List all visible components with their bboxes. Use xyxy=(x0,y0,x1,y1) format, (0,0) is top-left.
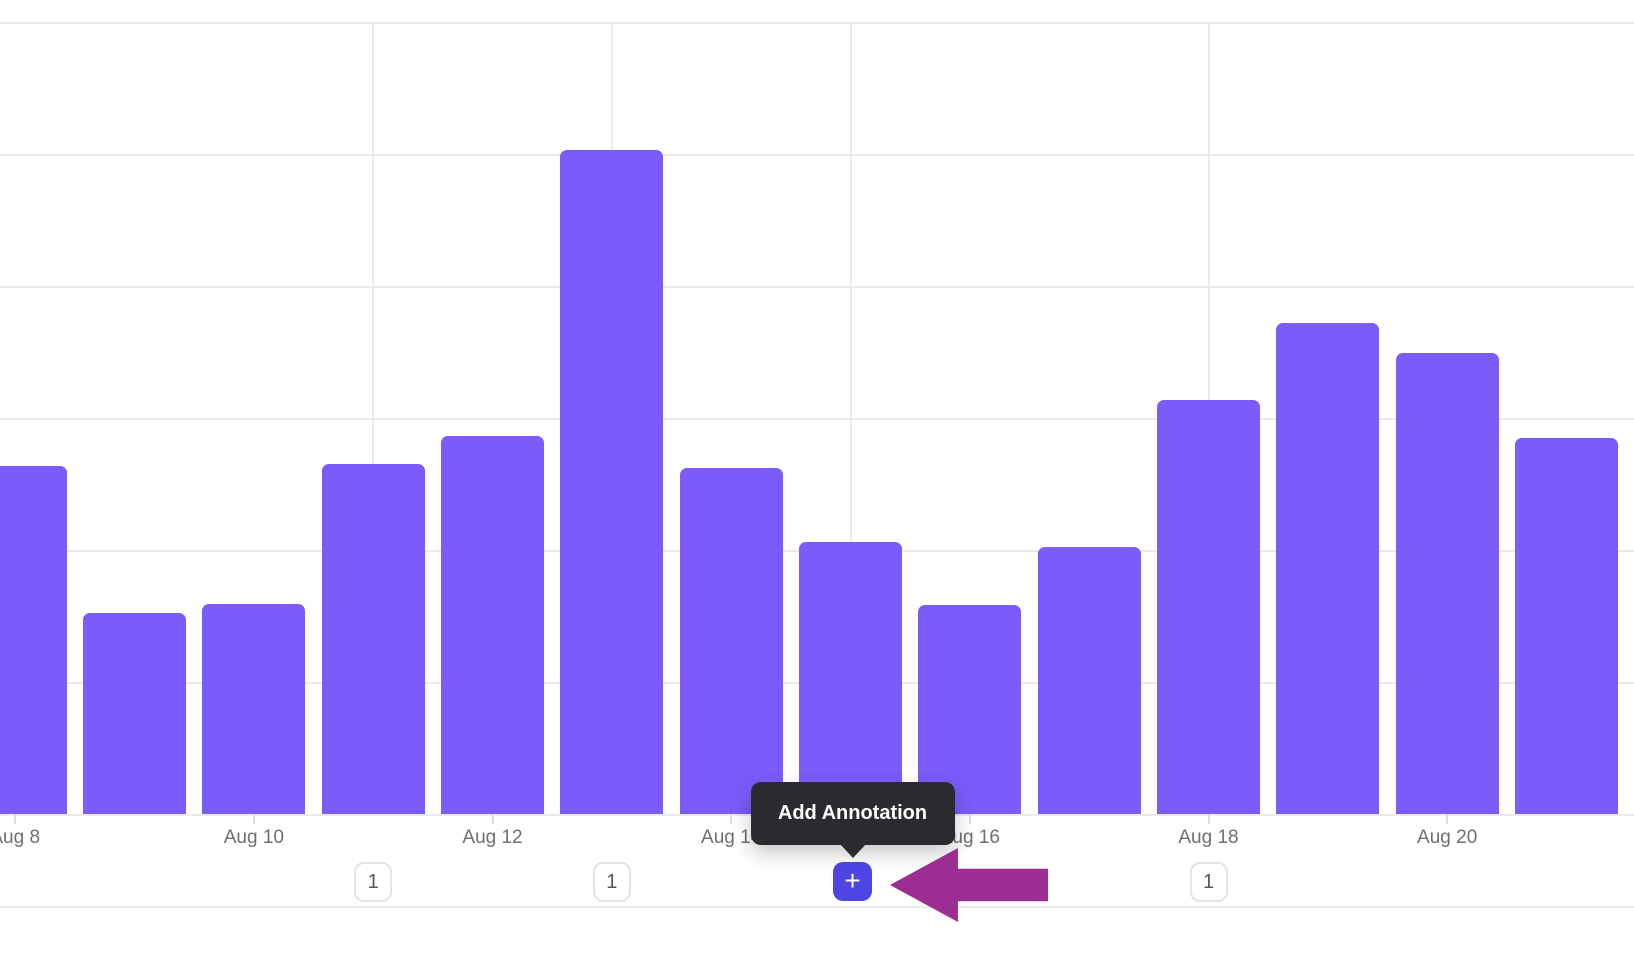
horizontal-gridline xyxy=(0,154,1634,156)
x-axis-tick xyxy=(1207,814,1210,824)
x-axis-label: Aug 8 xyxy=(0,827,41,848)
x-axis-tick xyxy=(1446,814,1449,824)
bar-aug-9[interactable] xyxy=(83,613,187,814)
x-axis-tick xyxy=(491,814,494,824)
add-annotation-tooltip: Add Annotation xyxy=(750,782,955,858)
bar-aug-20[interactable] xyxy=(1395,353,1499,814)
x-axis-tick xyxy=(252,814,255,824)
x-axis-tick xyxy=(730,814,733,824)
x-axis-tick xyxy=(14,814,17,824)
horizontal-gridline xyxy=(0,286,1634,288)
x-axis-label: Aug 10 xyxy=(223,827,284,848)
annotation-guide-line xyxy=(849,22,852,814)
annotation-badge-aug-11[interactable]: 1 xyxy=(354,862,393,902)
x-axis-label: Aug 18 xyxy=(1178,827,1239,848)
bar-aug-16[interactable] xyxy=(918,605,1022,814)
bar-aug-8[interactable] xyxy=(0,465,67,814)
horizontal-gridline xyxy=(0,22,1634,24)
bar-aug-19[interactable] xyxy=(1276,322,1380,814)
bar-aug-21[interactable] xyxy=(1514,437,1618,814)
bar-aug-10[interactable] xyxy=(202,604,306,814)
annotation-badge-aug-13[interactable]: 1 xyxy=(592,862,631,902)
tooltip-pointer xyxy=(839,844,866,858)
horizontal-gridline xyxy=(0,418,1634,420)
section-divider xyxy=(0,906,1634,908)
pointer-arrow-annotation xyxy=(890,848,1048,922)
bar-aug-18[interactable] xyxy=(1157,399,1260,814)
x-axis-tick xyxy=(968,814,971,824)
x-axis-label: Aug 20 xyxy=(1417,827,1478,848)
plus-icon: + xyxy=(844,864,861,896)
bar-aug-11[interactable] xyxy=(321,464,425,814)
bar-aug-15[interactable] xyxy=(799,542,902,814)
tooltip-label: Add Annotation xyxy=(777,802,928,824)
add-annotation-button[interactable]: + xyxy=(833,862,872,901)
annotation-guide-line xyxy=(372,22,375,814)
annotation-badge-aug-18[interactable]: 1 xyxy=(1189,862,1228,902)
bar-aug-13[interactable] xyxy=(560,150,664,814)
x-axis-label: Aug 12 xyxy=(462,827,523,848)
bar-aug-14[interactable] xyxy=(679,468,783,814)
x-axis-label: Aug 14 xyxy=(701,827,762,848)
x-axis-label: Aug 16 xyxy=(939,827,1000,848)
bar-aug-12[interactable] xyxy=(441,436,545,814)
bar-aug-17[interactable] xyxy=(1037,547,1141,814)
